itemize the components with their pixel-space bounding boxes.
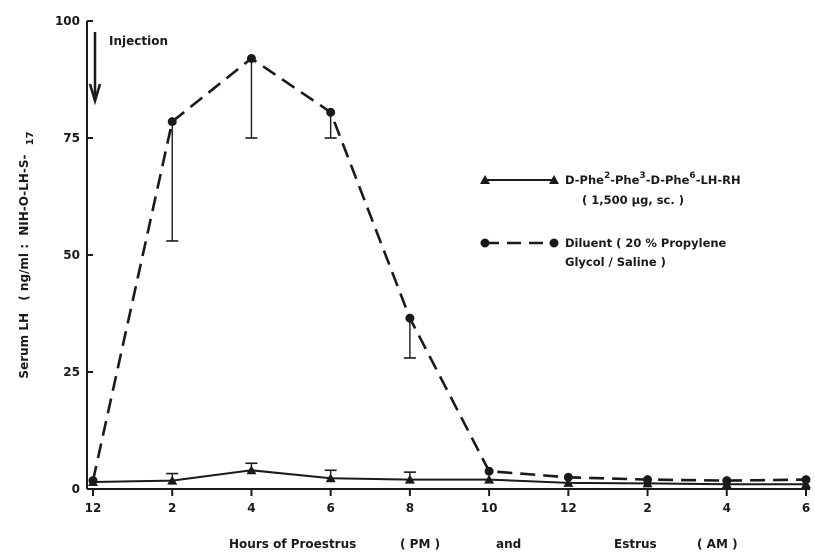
x-tick-label-2: 4 xyxy=(247,501,255,515)
x-tick-label-4: 8 xyxy=(406,501,414,515)
x-axis-title: Hours of Proestrus ( PM ) and Estrus ( A… xyxy=(229,537,738,551)
y-axis-main: Serum LH xyxy=(17,313,31,379)
legend-circle-icon xyxy=(480,238,490,248)
y-tick-label-75: 75 xyxy=(63,131,80,145)
legend-triangle-icon-end xyxy=(549,175,559,184)
series-line-1 xyxy=(92,469,806,486)
circle-marker-3 xyxy=(326,107,336,117)
x-tick-label-9: 6 xyxy=(802,501,810,515)
y-axis-unit: ( ng/ml : xyxy=(17,244,31,301)
x-axis-title-part4: Estrus xyxy=(614,537,657,551)
legend-item-series-2: Diluent ( 20 % Propylene Glycol / Saline… xyxy=(480,236,727,269)
triangle-marker-3 xyxy=(325,473,336,483)
triangle-marker-1 xyxy=(167,475,178,485)
legend-label-series-2: Diluent ( 20 % Propylene xyxy=(565,236,727,250)
y-tick-label-50: 50 xyxy=(63,248,80,262)
circle-marker-4 xyxy=(405,313,415,323)
series-1 xyxy=(88,462,811,489)
x-tick-label-0: 12 xyxy=(85,501,102,515)
y-tick-label-100: 100 xyxy=(55,14,80,28)
circle-marker-5 xyxy=(484,466,494,476)
injection-annotation: Injection xyxy=(88,32,168,106)
legend-circle-icon-end xyxy=(549,238,559,248)
injection-arrow-head xyxy=(88,83,102,106)
legend-label-series-1-line2: ( 1,500 µg, sc. ) xyxy=(582,193,684,207)
x-axis-title-part1: Hours of Proestrus xyxy=(229,537,356,551)
circle-marker-7 xyxy=(643,475,653,485)
series-line-2 xyxy=(91,56,807,482)
circle-marker-9 xyxy=(801,475,811,485)
circle-marker-0 xyxy=(88,476,98,486)
circle-marker-2 xyxy=(246,53,256,63)
y-axis-standard-sub: 17 xyxy=(25,131,36,145)
x-tick-label-7: 2 xyxy=(643,501,651,515)
legend: D-Phe2-Phe3-D-Phe6-LH-RH ( 1,500 µg, sc.… xyxy=(480,171,741,269)
circle-marker-6 xyxy=(563,472,573,482)
circle-marker-8 xyxy=(722,476,732,486)
legend-label-series-2-line2: Glycol / Saline ) xyxy=(565,255,666,269)
y-tick-label-25: 25 xyxy=(63,365,80,379)
y-axis-standard: NIH-O-LH-S- xyxy=(17,155,31,236)
triangle-marker-2 xyxy=(246,465,257,475)
triangle-marker-5 xyxy=(484,474,495,484)
legend-triangle-icon xyxy=(480,175,490,184)
x-tick-label-1: 2 xyxy=(168,501,176,515)
axes xyxy=(86,20,810,496)
y-tick-label-0: 0 xyxy=(72,482,80,496)
legend-label-series-1: D-Phe2-Phe3-D-Phe6-LH-RH xyxy=(565,171,741,187)
injection-label: Injection xyxy=(109,34,168,48)
x-tick-label-6: 12 xyxy=(560,501,577,515)
x-tick-label-8: 4 xyxy=(723,501,731,515)
tick-labels: 0 25 50 75 100 12 2 4 6 8 10 12 2 4 6 xyxy=(55,14,810,515)
circle-marker-1 xyxy=(167,117,177,127)
x-axis-title-part3: and xyxy=(496,537,521,551)
series-layer xyxy=(88,53,811,489)
x-axis-title-part2: ( PM ) xyxy=(400,537,440,551)
series-2 xyxy=(88,53,811,486)
y-axis-title: Serum LH ( ng/ml : NIH-O-LH-S- 17 xyxy=(17,131,36,378)
x-tick-label-5: 10 xyxy=(481,501,498,515)
triangle-marker-4 xyxy=(404,474,415,484)
x-axis-title-part5: ( AM ) xyxy=(697,537,738,551)
triangle-marker-6 xyxy=(563,477,574,487)
x-tick-label-3: 6 xyxy=(326,501,334,515)
legend-item-series-1: D-Phe2-Phe3-D-Phe6-LH-RH ( 1,500 µg, sc.… xyxy=(480,171,741,207)
